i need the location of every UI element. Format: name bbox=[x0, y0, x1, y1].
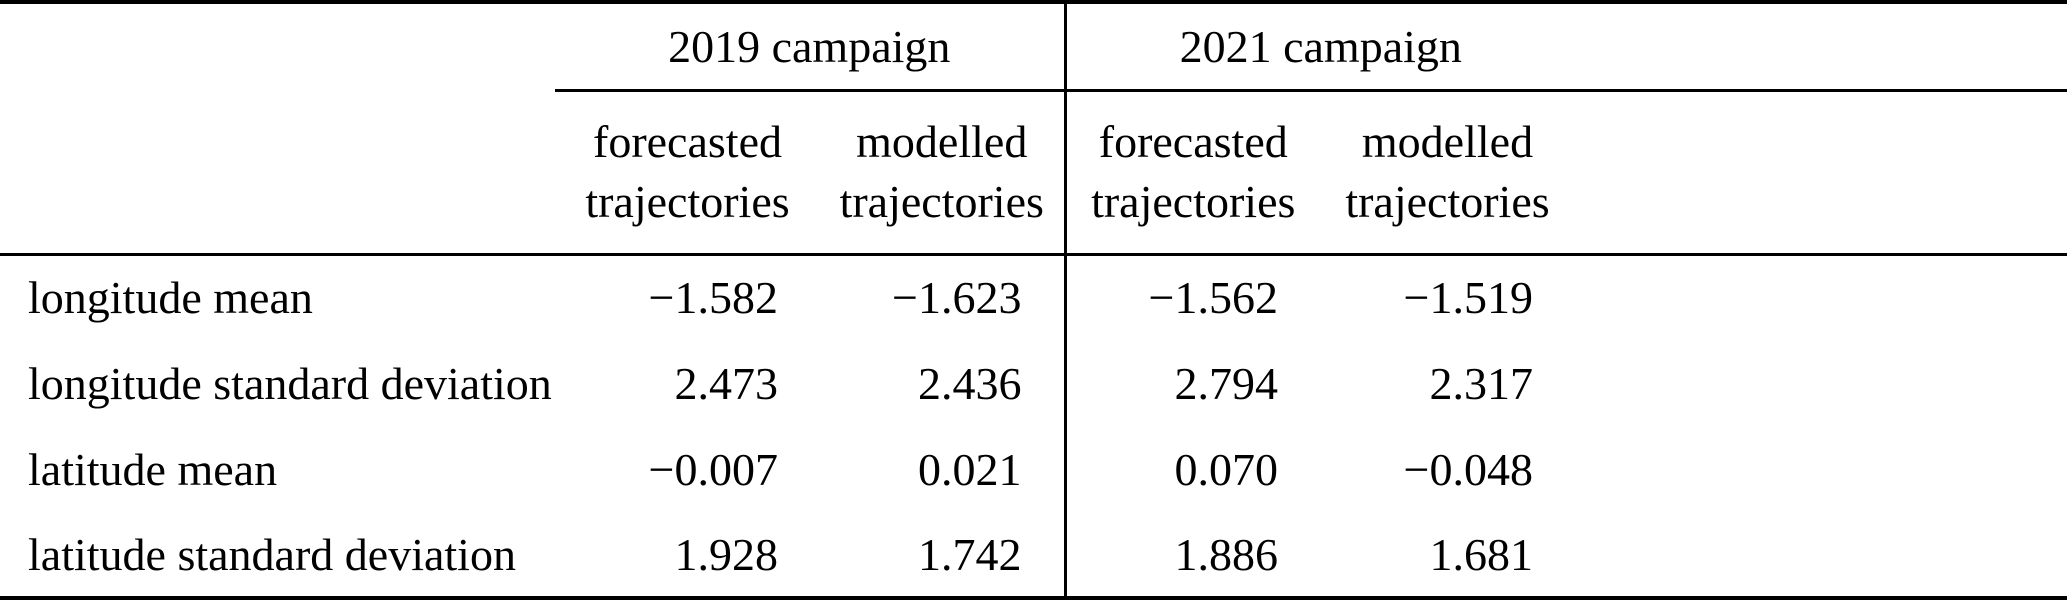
subheader-2021-forecasted: forecasted trajectories bbox=[1063, 90, 1320, 256]
table-row: longitude mean −1.582 −1.623 −1.562 −1.5… bbox=[0, 254, 2067, 340]
value-cell: 0.070 bbox=[1063, 426, 1320, 512]
value-cell: −1.519 bbox=[1403, 272, 1533, 324]
table-row: longitude standard deviation 2.473 2.436… bbox=[0, 340, 2067, 426]
table-corner-cell bbox=[0, 0, 555, 90]
table-row: latitude mean −0.007 0.021 0.070 −0.048 bbox=[0, 426, 2067, 512]
row-label: latitude mean bbox=[28, 443, 278, 495]
spacer-cell bbox=[1575, 426, 2067, 512]
subheader-2021-modelled: modelled trajectories bbox=[1320, 90, 1575, 256]
spacer-cell bbox=[1575, 254, 2067, 340]
campaign-header-2019: 2019 campaign bbox=[555, 0, 1065, 92]
value-cell: 0.021 bbox=[918, 443, 1022, 495]
subheader-2019-modelled: modelled trajectories bbox=[820, 90, 1065, 256]
spacer-cell bbox=[1575, 90, 2067, 256]
value-cell: −0.007 bbox=[648, 443, 778, 495]
spacer-cell bbox=[1575, 512, 2067, 600]
row-label: longitude mean bbox=[28, 272, 313, 324]
value-cell: 2.473 bbox=[674, 357, 779, 409]
row-label: longitude standard deviation bbox=[28, 357, 552, 409]
table-corner-cell bbox=[0, 90, 555, 256]
row-label: latitude standard deviation bbox=[0, 512, 555, 600]
value-cell: 1.886 bbox=[1063, 512, 1320, 600]
spacer-cell bbox=[1575, 0, 2067, 92]
subheader-row: forecasted trajectories modelled traject… bbox=[0, 90, 2067, 256]
value-cell: 1.681 bbox=[1320, 512, 1575, 600]
value-cell: 1.742 bbox=[820, 512, 1065, 600]
subheader-2019-forecasted: forecasted trajectories bbox=[555, 90, 820, 256]
value-cell: 2.436 bbox=[918, 357, 1022, 409]
value-cell: −1.562 bbox=[1063, 254, 1320, 340]
value-cell: −1.623 bbox=[892, 272, 1022, 324]
table-row: latitude standard deviation 1.928 1.742 … bbox=[0, 512, 2067, 600]
value-cell: 2.794 bbox=[1063, 340, 1320, 426]
value-cell: −0.048 bbox=[1403, 443, 1533, 495]
spacer-cell bbox=[1575, 340, 2067, 426]
value-cell: −1.582 bbox=[648, 272, 778, 324]
campaign-header-2021: 2021 campaign bbox=[1063, 0, 1575, 92]
value-cell: 1.928 bbox=[555, 512, 820, 600]
value-cell: 2.317 bbox=[1429, 357, 1534, 409]
campaign-header-row: 2019 campaign 2021 campaign bbox=[0, 0, 2067, 92]
